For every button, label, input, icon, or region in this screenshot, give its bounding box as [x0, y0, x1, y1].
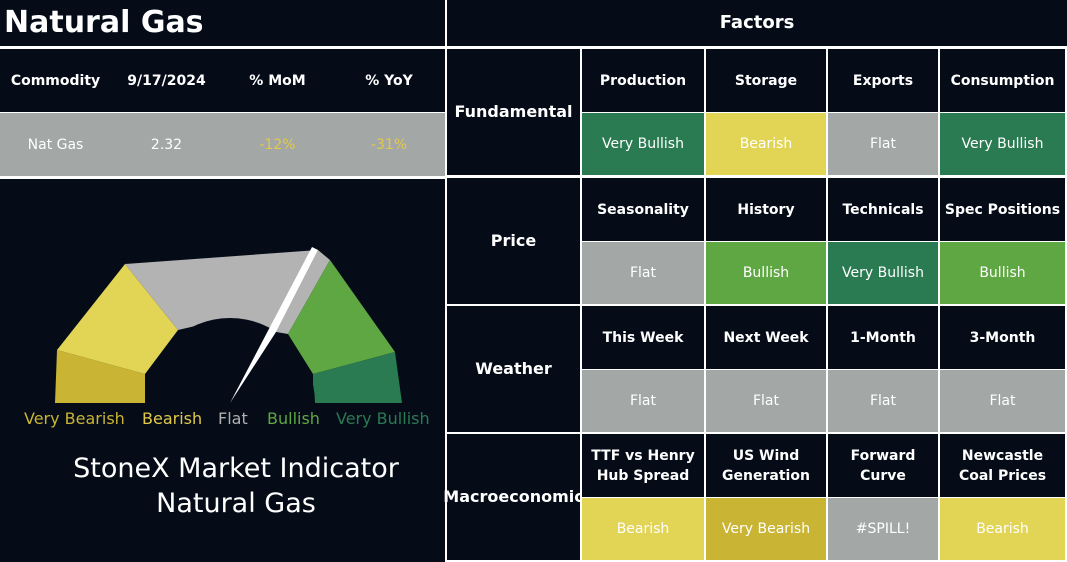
page-title: Natural Gas [4, 5, 204, 40]
gauge-segment-bearish [57, 264, 178, 374]
factor-value-history: Bullish [706, 242, 826, 304]
factor-label-production: Production [582, 49, 704, 112]
factor-value-seasonality: Flat [582, 242, 704, 304]
factor-label-us-wind-generation: US Wind Generation [706, 434, 826, 497]
summary-header-commodity: Commodity [10, 72, 101, 89]
factor-value-production: Very Bullish [582, 113, 704, 175]
gauge-caption-line2: Natural Gas [156, 488, 316, 519]
factor-value-ttf-vs-henry-hub-spread: Bearish [582, 498, 704, 560]
gauge-label-bearish: Bearish [142, 409, 203, 428]
factor-value-1-month: Flat [828, 370, 938, 432]
factor-label-seasonality: Seasonality [582, 178, 704, 241]
factor-label-history: History [706, 178, 826, 241]
gauge-label-very-bullish: Very Bullish [336, 409, 430, 428]
factor-label-spec-positions: Spec Positions [940, 178, 1065, 241]
factor-label-exports: Exports [828, 49, 938, 112]
summary-commodity: Nat Gas [27, 136, 84, 153]
factor-label-1-month: 1-Month [828, 306, 938, 369]
factor-value-storage: Bearish [706, 113, 826, 175]
factor-value-technicals: Very Bullish [828, 242, 938, 304]
category-price: Price [447, 178, 580, 304]
market-gauge [55, 247, 402, 403]
factor-label-storage: Storage [706, 49, 826, 112]
summary-data-row: Nat Gas 2.32 -12% -31% [0, 113, 445, 176]
gauge-segment-very-bullish [313, 352, 402, 403]
summary-header-mom: % MoM [249, 72, 306, 89]
factor-value-exports: Flat [828, 113, 938, 175]
factor-label-newcastle-coal-prices: Newcastle Coal Prices [940, 434, 1065, 497]
factor-value-this-week: Flat [582, 370, 704, 432]
gauge-panel: Very Bearish Bearish Flat Bullish Very B… [0, 179, 445, 562]
factor-label-consumption: Consumption [940, 49, 1065, 112]
gauge-segment-flat [125, 250, 318, 332]
gauge-segment-flat-edge [276, 250, 330, 334]
factor-label-forward-curve: Forward Curve [828, 434, 938, 497]
summary-header-row: Commodity 9/17/2024 % MoM % YoY [0, 49, 445, 112]
title-bar: Natural Gas [0, 0, 445, 46]
factor-value-newcastle-coal-prices: Bearish [940, 498, 1065, 560]
summary-yoy-value: -31% [370, 136, 408, 153]
factor-value-spec-positions: Bullish [940, 242, 1065, 304]
gauge-segment-very-bearish [55, 350, 145, 403]
gauge-label-bullish: Bullish [267, 409, 320, 428]
gauge-segment-bullish [288, 260, 395, 374]
gauge-caption-line1: StoneX Market Indicator [73, 453, 399, 484]
summary-mom-value: -12% [259, 136, 296, 153]
factor-value-us-wind-generation: Very Bearish [706, 498, 826, 560]
factors-header: Factors [447, 0, 1067, 46]
gauge-label-flat: Flat [218, 409, 248, 428]
factor-value-next-week: Flat [706, 370, 826, 432]
factor-value-forward-curve: #SPILL! [828, 498, 938, 560]
factor-value-consumption: Very Bullish [940, 113, 1065, 175]
gauge-hub [145, 318, 315, 403]
factor-label-3-month: 3-Month [940, 306, 1065, 369]
factor-label-this-week: This Week [582, 306, 704, 369]
factors-title: Factors [719, 12, 795, 33]
factor-label-next-week: Next Week [706, 306, 826, 369]
category-macroeconomic: Macroeconomic [443, 434, 584, 560]
factor-label-ttf-vs-henry-hub-spread: TTF vs Henry Hub Spread [582, 434, 704, 497]
summary-header-date: 9/17/2024 [127, 72, 206, 89]
gauge-label-very-bearish: Very Bearish [24, 409, 125, 428]
factor-value-3-month: Flat [940, 370, 1065, 432]
summary-header-yoy: % YoY [365, 72, 413, 89]
summary-price: 2.32 [150, 136, 183, 153]
factor-label-technicals: Technicals [828, 178, 938, 241]
category-weather: Weather [447, 306, 580, 432]
gauge-needle [230, 247, 318, 403]
category-fundamental: Fundamental [447, 49, 580, 175]
